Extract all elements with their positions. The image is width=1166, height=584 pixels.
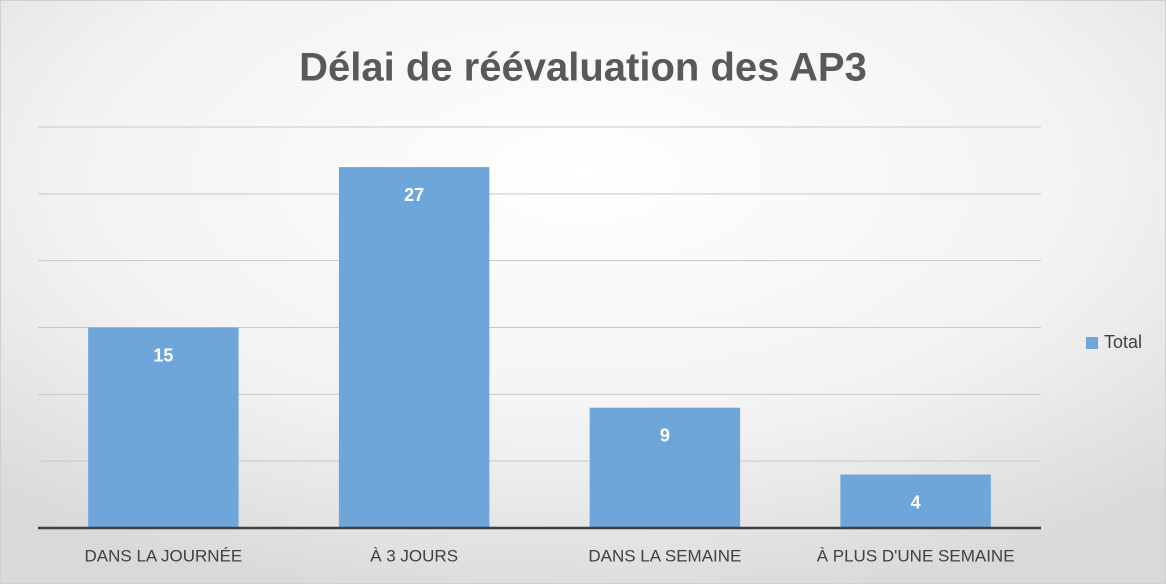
bar <box>88 327 239 528</box>
x-tick-label: À 3 JOURS <box>370 546 458 565</box>
x-tick-label: À PLUS D'UNE SEMAINE <box>817 546 1015 565</box>
bar <box>840 474 991 528</box>
bar <box>338 167 490 528</box>
data-label: 27 <box>404 185 424 205</box>
data-label: 4 <box>911 492 921 512</box>
legend-swatch <box>1086 337 1098 349</box>
data-label: 15 <box>153 345 173 365</box>
bar <box>589 407 741 528</box>
chart-title: Délai de réévaluation des AP3 <box>299 46 867 90</box>
data-label: 9 <box>660 425 670 445</box>
x-tick-label: DANS LA JOURNÉE <box>84 546 242 565</box>
legend-label: Total <box>1104 332 1142 352</box>
x-tick-label: DANS LA SEMAINE <box>588 546 741 565</box>
